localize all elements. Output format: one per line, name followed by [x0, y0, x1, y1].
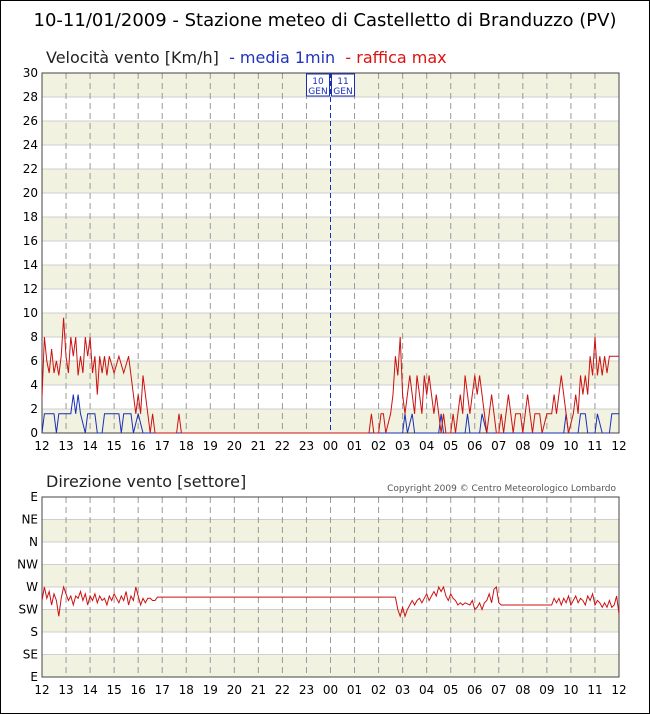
day-marker-day: 11 — [337, 77, 348, 87]
chart1-x-tick-label: 23 — [299, 439, 314, 453]
chart2-y-tick-label: E — [30, 490, 38, 504]
chart1-x-tick-label: 10 — [563, 439, 578, 453]
chart1-y-tick-label: 6 — [30, 354, 38, 368]
chart1-y-tick-label: 10 — [23, 306, 38, 320]
chart1-x-tick-label: 12 — [34, 439, 49, 453]
page-title: 10-11/01/2009 - Stazione meteo di Castel… — [33, 10, 617, 31]
speed-chart-title: Velocità vento [Km/h] - media 1min - raf… — [46, 48, 447, 67]
chart1-x-tick-label: 14 — [82, 439, 97, 453]
day-marker-day: 10 — [312, 77, 324, 87]
chart2-plot-area — [41, 496, 620, 678]
chart2-x-tick-label: 12 — [611, 683, 626, 697]
chart1-y-tick-label: 24 — [23, 138, 38, 152]
chart2-x-tick-label: 17 — [155, 683, 170, 697]
chart1-x-tick-label: 00 — [323, 439, 338, 453]
chart1-x-tick-label: 19 — [203, 439, 218, 453]
chart1-x-tick-label: 21 — [251, 439, 266, 453]
chart1-x-tick-label: 03 — [395, 439, 410, 453]
chart2-x-tick-label: 09 — [539, 683, 554, 697]
chart1-x-tick-label: 02 — [371, 439, 386, 453]
chart1-x-tick-label: 05 — [443, 439, 458, 453]
chart1-x-tick-label: 20 — [227, 439, 242, 453]
chart2-x-tick-label: 16 — [131, 683, 146, 697]
chart2-x-tick-label: 19 — [203, 683, 218, 697]
chart1-x-tick-label: 15 — [106, 439, 121, 453]
chart1-y-tick-label: 8 — [30, 330, 38, 344]
chart2-y-tick-label: SE — [23, 648, 38, 662]
chart1-series-1 — [41, 317, 619, 434]
chart2-x-tick-label: 02 — [371, 683, 386, 697]
chart2-x-tick-label: 10 — [563, 683, 578, 697]
chart1-x-tick-label: 06 — [467, 439, 482, 453]
chart1-x-tick-label: 07 — [491, 439, 506, 453]
chart2-x-tick-label: 05 — [443, 683, 458, 697]
chart1-y-tick-label: 20 — [23, 186, 38, 200]
chart2-x-tick-label: 00 — [323, 683, 338, 697]
chart1-x-tick-label: 13 — [58, 439, 73, 453]
chart1-y-tick-label: 28 — [23, 90, 38, 104]
chart1-x-tick-label: 17 — [155, 439, 170, 453]
copyright-text: Copyright 2009 © Centro Meteorologico Lo… — [387, 484, 616, 494]
chart1-x-tick-label: 01 — [347, 439, 362, 453]
direction-chart-title: Direzione vento [settore] — [46, 472, 247, 491]
chart1-x-tick-label: 08 — [515, 439, 530, 453]
chart2-y-tick-label: W — [26, 580, 38, 594]
day-marker-box — [331, 73, 355, 97]
chart2-x-tick-label: 12 — [34, 683, 49, 697]
chart1-y-tick-label: 26 — [23, 114, 38, 128]
chart2-x-tick-label: 07 — [491, 683, 506, 697]
chart2-x-tick-label: 04 — [419, 683, 434, 697]
chart2-x-tick-label: 21 — [251, 683, 266, 697]
chart1-y-tick-label: 30 — [23, 66, 38, 80]
chart2-x-tick-label: 14 — [82, 683, 97, 697]
chart1-x-tick-label: 09 — [539, 439, 554, 453]
day-marker-month: GEN — [308, 87, 327, 97]
speed-title-text: Velocità vento [Km/h] — [46, 48, 219, 67]
chart1-y-tick-label: 2 — [30, 402, 38, 416]
chart2-x-tick-label: 11 — [587, 683, 602, 697]
chart1-x-tick-label: 18 — [179, 439, 194, 453]
legend-raffica: - raffica max — [345, 48, 447, 67]
chart2-x-tick-label: 06 — [467, 683, 482, 697]
day-marker-month: GEN — [333, 87, 352, 97]
chart2-y-tick-label: N — [29, 535, 38, 549]
chart2-y-tick-label: NW — [17, 558, 38, 572]
chart2-y-tick-label: NE — [21, 513, 38, 527]
chart1-x-tick-label: 16 — [131, 439, 146, 453]
chart2-x-tick-label: 18 — [179, 683, 194, 697]
chart1-series-0 — [41, 394, 619, 434]
chart2-x-tick-label: 08 — [515, 683, 530, 697]
chart2-x-tick-label: 01 — [347, 683, 362, 697]
chart2-x-tick-label: 03 — [395, 683, 410, 697]
chart2-series-0 — [41, 585, 620, 618]
chart1-x-tick-label: 11 — [587, 439, 602, 453]
chart1-y-tick-label: 4 — [30, 378, 38, 392]
chart2-y-tick-label: E — [30, 670, 38, 684]
chart1-y-tick-label: 14 — [23, 258, 38, 272]
chart1-x-tick-label: 12 — [611, 439, 626, 453]
chart2-x-tick-label: 23 — [299, 683, 314, 697]
chart1-x-tick-label: 22 — [275, 439, 290, 453]
chart1-y-tick-label: 22 — [23, 162, 38, 176]
legend-media: - media 1min — [229, 48, 336, 67]
chart1-y-tick-label: 16 — [23, 234, 38, 248]
chart2-y-tick-label: S — [30, 625, 38, 639]
chart1-y-tick-label: 12 — [23, 282, 38, 296]
chart2-x-tick-label: 13 — [58, 683, 73, 697]
chart1-x-tick-label: 04 — [419, 439, 434, 453]
day-marker-box — [306, 73, 330, 97]
chart1-y-tick-label: 18 — [23, 210, 38, 224]
chart1-y-tick-label: 0 — [30, 426, 38, 440]
chart2-x-tick-label: 15 — [106, 683, 121, 697]
chart2-y-tick-label: SW — [19, 603, 39, 617]
chart2-x-tick-label: 22 — [275, 683, 290, 697]
chart2-x-tick-label: 20 — [227, 683, 242, 697]
